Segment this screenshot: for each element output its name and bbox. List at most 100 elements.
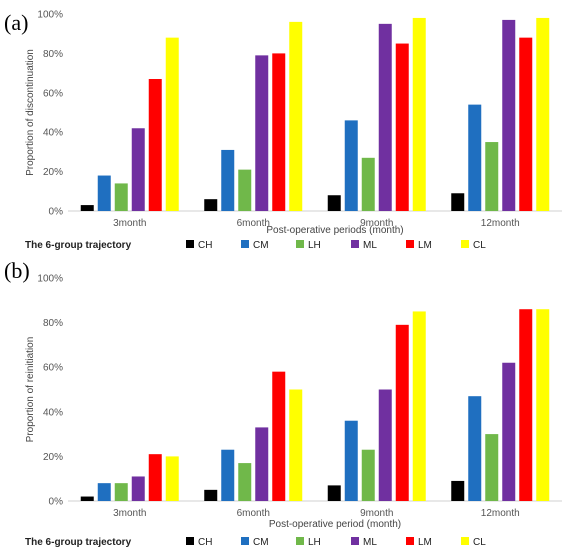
bar-lm-12month — [519, 309, 533, 501]
legend-label-ml: ML — [363, 240, 377, 251]
legend-label-cm: CM — [253, 537, 269, 548]
y-tick-label: 20% — [43, 452, 63, 463]
bar-lm-9month — [395, 43, 409, 211]
legend-swatch-cm — [241, 537, 249, 545]
bar-lh-6month — [238, 169, 252, 211]
legend: The 6-group trajectory CH CM LH ML LM CL — [25, 240, 486, 251]
x-tick-label: 9month — [360, 508, 393, 519]
legend: The 6-group trajectory CH CM LH ML LM CL — [25, 537, 486, 548]
bar-cl-9month — [412, 311, 426, 501]
bar-ml-3month — [131, 476, 145, 501]
bar-cm-3month — [97, 175, 111, 211]
bar-ch-12month — [451, 193, 465, 211]
bar-cm-9month — [344, 120, 358, 211]
legend-swatch-lm — [406, 240, 414, 248]
panel-label: (b) — [4, 258, 30, 283]
bar-cm-12month — [468, 104, 482, 211]
y-tick-label: 80% — [43, 49, 63, 60]
bar-lh-9month — [361, 449, 375, 501]
bar-lm-6month — [272, 53, 286, 212]
legend-label-lm: LM — [418, 537, 432, 548]
bar-cm-6month — [221, 449, 235, 501]
bar-lm-9month — [395, 324, 409, 501]
x-tick-label: 3month — [113, 508, 146, 519]
legend-swatch-ml — [351, 240, 359, 248]
bar-ch-9month — [327, 485, 341, 501]
legend-label-lh: LH — [308, 240, 321, 251]
legend-swatch-lh — [296, 240, 304, 248]
y-axis-title: Proportion of discontinuation — [25, 49, 36, 176]
bar-ch-12month — [451, 480, 465, 501]
bar-ml-12month — [502, 362, 516, 501]
bar-lh-3month — [114, 183, 128, 211]
legend-label-cl: CL — [473, 240, 486, 251]
legend-label-lh: LH — [308, 537, 321, 548]
y-tick-label: 40% — [43, 128, 63, 139]
bar-ch-6month — [204, 489, 218, 501]
y-tick-label: 60% — [43, 363, 63, 374]
bar-cl-3month — [165, 456, 179, 501]
x-tick-label: 12month — [481, 218, 520, 229]
x-axis-title: Post-operative period (month) — [269, 519, 401, 530]
x-tick-label: 6month — [237, 508, 270, 519]
bar-lh-6month — [238, 463, 252, 501]
bar-ml-12month — [502, 19, 516, 211]
bar-lm-6month — [272, 371, 286, 501]
y-tick-label: 100% — [37, 274, 63, 285]
legend-title: The 6-group trajectory — [25, 240, 132, 251]
bar-cl-6month — [289, 389, 303, 501]
bar-lh-12month — [485, 142, 499, 211]
legend-title: The 6-group trajectory — [25, 537, 132, 548]
y-tick-label: 40% — [43, 407, 63, 418]
bar-ml-6month — [255, 427, 269, 501]
legend-swatch-cm — [241, 240, 249, 248]
bar-cl-9month — [412, 17, 426, 211]
panel-label: (a) — [4, 10, 28, 35]
legend-swatch-cl — [461, 537, 469, 545]
bar-cl-3month — [165, 37, 179, 211]
bar-lh-12month — [485, 434, 499, 501]
x-tick-label: 9month — [360, 218, 393, 229]
legend-swatch-ch — [186, 537, 194, 545]
x-tick-label: 6month — [237, 218, 270, 229]
y-axis-title: Proportion of reinitiation — [25, 337, 36, 443]
legend-swatch-ml — [351, 537, 359, 545]
bar-ml-6month — [255, 55, 269, 212]
y-tick-label: 0% — [49, 497, 64, 508]
y-tick-label: 0% — [49, 207, 64, 218]
bar-ch-3month — [80, 205, 94, 211]
bar-cm-3month — [97, 483, 111, 501]
legend-swatch-ch — [186, 240, 194, 248]
x-axis-title: Post-operative periods (month) — [266, 225, 403, 236]
bar-cl-12month — [536, 17, 550, 211]
bar-ml-9month — [378, 23, 392, 211]
x-tick-label: 12month — [481, 508, 520, 519]
legend-swatch-cl — [461, 240, 469, 248]
bar-cl-6month — [289, 21, 303, 211]
legend-label-ml: ML — [363, 537, 377, 548]
bar-cl-12month — [536, 309, 550, 501]
bar-cm-6month — [221, 149, 235, 211]
legend-label-cl: CL — [473, 537, 486, 548]
legend-label-ch: CH — [198, 240, 212, 251]
legend-swatch-lh — [296, 537, 304, 545]
bar-ml-3month — [131, 128, 145, 211]
bar-lh-9month — [361, 157, 375, 211]
bar-ch-6month — [204, 199, 218, 211]
bar-lm-3month — [148, 454, 162, 501]
bar-cm-9month — [344, 420, 358, 501]
bar-lm-12month — [519, 37, 533, 211]
y-tick-label: 80% — [43, 318, 63, 329]
bar-cm-12month — [468, 396, 482, 501]
legend-swatch-lm — [406, 537, 414, 545]
chart-panel-b: (b) 0% 20% 40% 60% 80% 100% 3month 6month 9month 1… — [4, 258, 562, 548]
x-tick-label: 3month — [113, 218, 146, 229]
bar-lm-3month — [148, 79, 162, 211]
chart-panel-a: (a) 0% 20% 40% 60% 80% 100% 3month 6month 9month 1… — [4, 10, 562, 251]
legend-label-ch: CH — [198, 537, 212, 548]
bar-ml-9month — [378, 389, 392, 501]
y-tick-label: 100% — [37, 10, 63, 21]
y-tick-label: 20% — [43, 167, 63, 178]
legend-label-lm: LM — [418, 240, 432, 251]
